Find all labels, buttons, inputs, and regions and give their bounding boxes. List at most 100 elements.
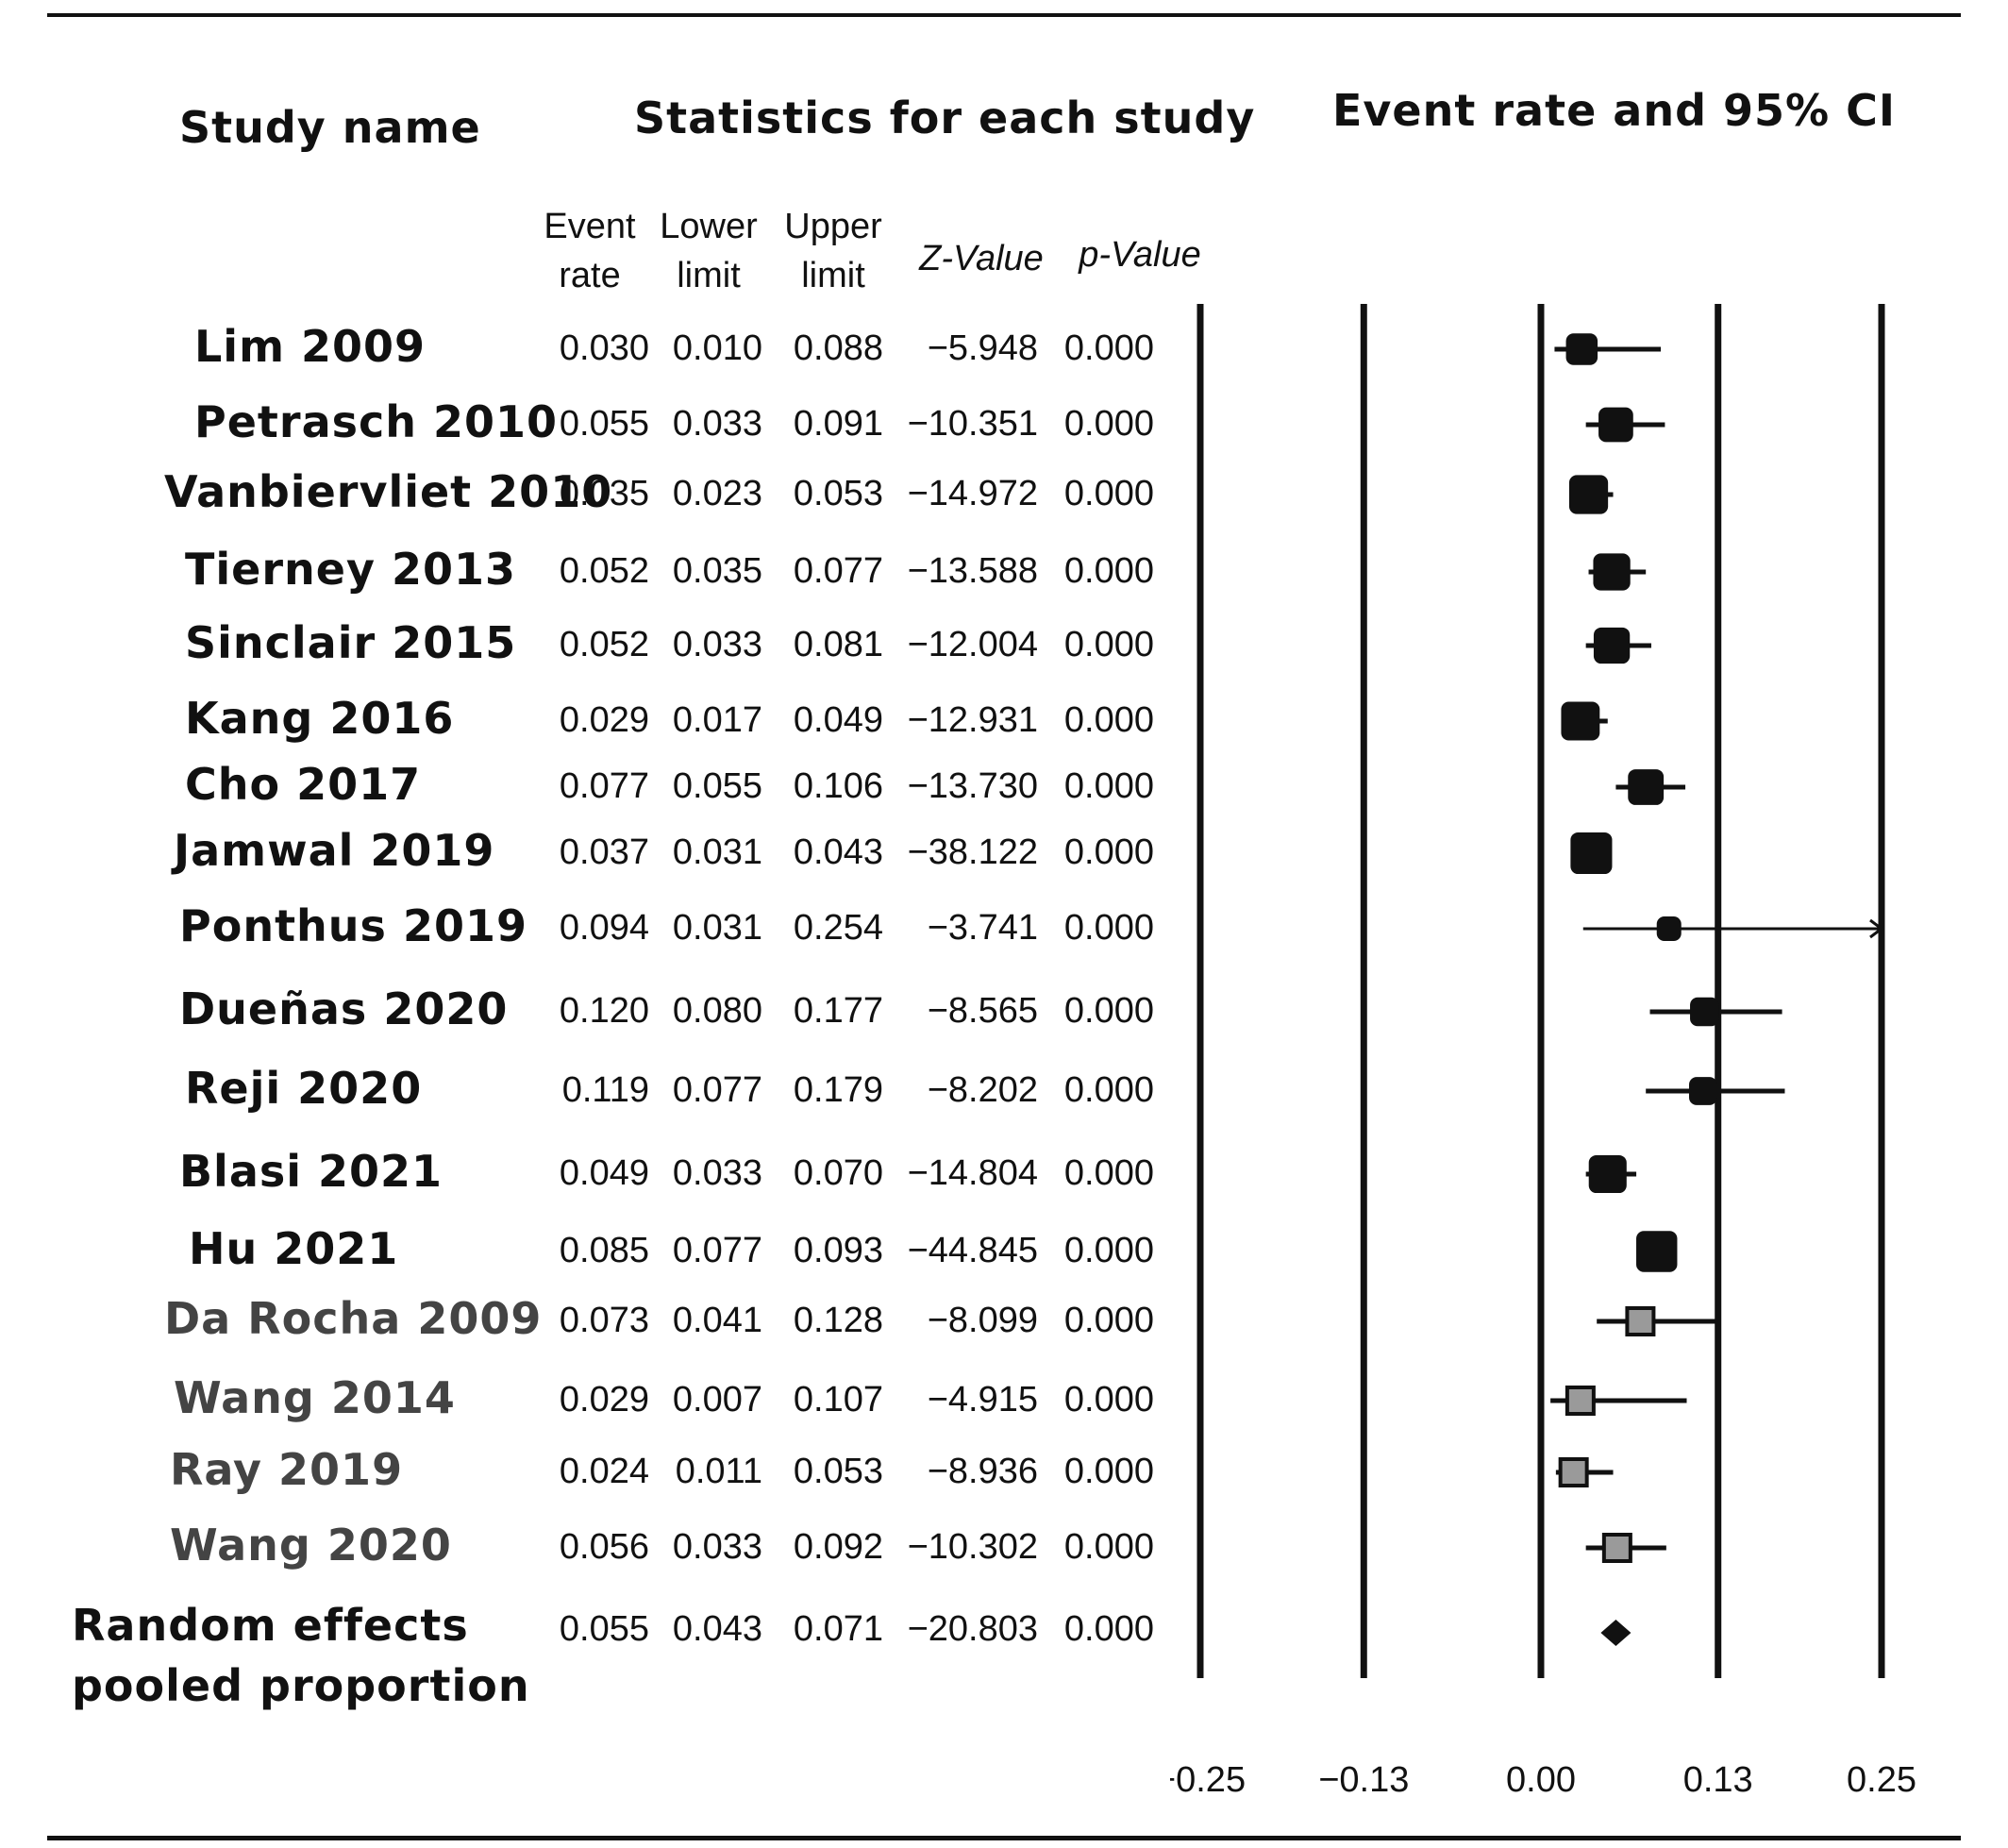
study-upper-value: 0.254 [793,908,883,948]
study-p-value: 0.000 [1063,1380,1154,1420]
estimate-marker [1561,701,1600,741]
x-tick-label: 0.00 [1506,1760,1576,1800]
estimate-marker [1558,1457,1589,1487]
study-rate-value: 0.077 [559,766,649,806]
study-name: Ray 2019 [170,1444,404,1495]
study-name: Wang 2014 [174,1372,456,1423]
study-lower-value: 0.080 [672,991,762,1031]
study-z-value: −10.302 [907,1527,1038,1567]
study-lower-value: 0.035 [672,551,762,591]
study-lower-value: 0.007 [672,1380,762,1420]
study-p-value: 0.000 [1063,1070,1154,1110]
study-z-value: −12.931 [907,700,1038,740]
study-p-value: 0.000 [1063,625,1154,664]
estimate-marker [1636,1231,1678,1272]
study-z-value: −4.915 [927,1380,1038,1420]
study-name: Blasi 2021 [179,1146,443,1197]
study-p-value: 0.000 [1063,1527,1154,1567]
statistics-header: Statistics for each study [634,92,1256,143]
study-z-value: −10.351 [907,404,1038,444]
p-value-header: p-Value [1079,235,1201,275]
study-rate-value: 0.029 [559,700,649,740]
study-z-value: −38.122 [907,832,1038,872]
study-lower-value: 0.031 [672,832,762,872]
study-upper-value: 0.081 [793,625,883,664]
study-name: Dueñas 2020 [179,983,509,1034]
study-lower-value: 0.033 [672,1527,762,1567]
study-name-header: Study name [179,102,481,153]
estimate-marker [1625,1306,1656,1336]
study-name: Jamwal 2019 [174,825,495,876]
study-name: Sinclair 2015 [185,617,517,668]
study-z-value: −44.845 [907,1231,1038,1270]
x-tick-label: −0.25 [1170,1760,1246,1800]
study-p-value: 0.000 [1063,474,1154,513]
study-name: Vanbiervliet 2010 [164,466,613,517]
estimate-marker [1598,407,1633,443]
study-rate-value: 0.119 [561,1070,649,1110]
estimate-marker [1601,1533,1632,1563]
study-upper-value: 0.128 [793,1301,883,1340]
study-p-value: 0.000 [1063,1153,1154,1193]
study-lower-value: 0.017 [672,700,762,740]
plot-title: Event rate and 95% CI [1332,85,1897,136]
study-lower-value: 0.033 [672,625,762,664]
study-p-value: 0.000 [1063,766,1154,806]
study-z-value: −3.741 [927,908,1038,948]
study-rate-value: 0.055 [559,404,649,444]
study-z-value: −12.004 [907,625,1038,664]
study-lower-value: 0.023 [672,474,762,513]
pooled-diamond [1600,1620,1632,1646]
study-upper-value: 0.179 [793,1070,883,1110]
lower-limit-header-line1: Lower [660,207,758,246]
estimate-marker [1628,769,1665,805]
study-name: Da Rocha 2009 [164,1293,543,1344]
study-rate-value: 0.029 [559,1380,649,1420]
estimate-marker [1565,333,1598,365]
x-tick-label: 0.13 [1683,1760,1753,1800]
study-rate-value: 0.073 [559,1301,649,1340]
study-upper-value: 0.177 [793,991,883,1031]
study-name: Kang 2016 [185,693,455,744]
study-z-value: −5.948 [927,328,1038,368]
study-z-value: −13.730 [907,766,1038,806]
pooled-lower: 0.043 [672,1609,762,1649]
study-name: Petrasch 2010 [194,396,559,447]
study-upper-value: 0.053 [793,474,883,513]
study-rate-value: 0.037 [559,832,649,872]
study-name: Wang 2020 [170,1520,452,1571]
study-z-value: −14.972 [907,474,1038,513]
study-p-value: 0.000 [1063,700,1154,740]
pooled-label-line1: Random effects [72,1600,469,1651]
study-name: Cho 2017 [185,759,422,810]
forest-plot: −0.25 −0.13 0.00 0.13 0.25 [1170,304,1916,1800]
upper-limit-header: Upper limit [772,202,895,300]
study-p-value: 0.000 [1063,1301,1154,1340]
estimate-marker [1588,1154,1627,1194]
study-upper-value: 0.049 [793,700,883,740]
estimate-marker [1593,553,1631,591]
study-rate-value: 0.024 [559,1452,649,1491]
study-name: Reji 2020 [185,1063,423,1114]
study-z-value: −8.202 [927,1070,1038,1110]
study-p-value: 0.000 [1063,908,1154,948]
study-rate-value: 0.030 [559,328,649,368]
study-z-value: −8.565 [927,991,1038,1031]
study-name: Tierney 2013 [185,544,517,595]
pooled-label: Random effects pooled proportion [72,1595,530,1716]
study-name: Ponthus 2019 [179,900,527,951]
x-tick-label: −0.13 [1318,1760,1409,1800]
study-p-value: 0.000 [1063,1452,1154,1491]
pooled-upper: 0.071 [793,1609,883,1649]
event-rate-header: Event rate [528,202,651,300]
study-z-value: −8.099 [927,1301,1038,1340]
study-upper-value: 0.070 [793,1153,883,1193]
lower-limit-header-line2: limit [677,256,741,295]
study-upper-value: 0.077 [793,551,883,591]
upper-limit-header-line2: limit [801,256,865,295]
study-upper-value: 0.092 [793,1527,883,1567]
study-upper-value: 0.091 [793,404,883,444]
pooled-rate: 0.055 [559,1609,649,1649]
estimate-marker [1570,832,1613,875]
ci-arrow [1869,918,1884,939]
